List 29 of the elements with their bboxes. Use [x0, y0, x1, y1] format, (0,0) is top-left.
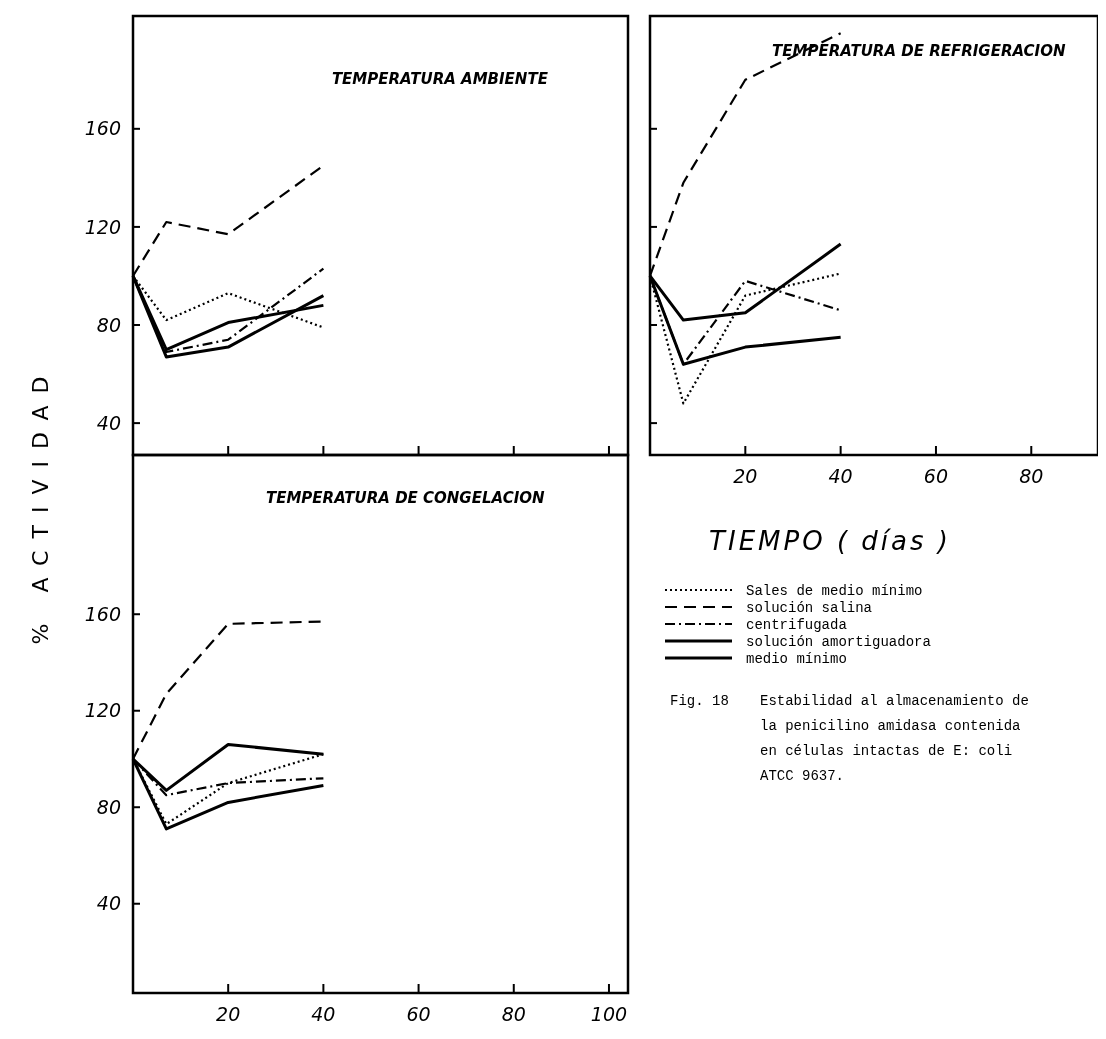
y-tick-label: 120 — [84, 215, 121, 238]
legend-label: solución salina — [746, 599, 873, 616]
y-axis-title: % ACTIVIDAD — [28, 364, 53, 645]
legend-label: solución amortiguadora — [746, 633, 931, 650]
x-tick-label: 80 — [501, 1003, 526, 1025]
x-axis-title: TIEMPO ( días ) — [709, 526, 951, 556]
legend-label: medio mínimo — [746, 650, 847, 667]
x-tick-label: 60 — [923, 465, 949, 487]
x-tick-label: 20 — [733, 465, 758, 487]
caption: Fig. 18 — [670, 693, 729, 709]
x-tick-label: 60 — [406, 1003, 431, 1025]
text: TEMPERATURA AMBIENTE — [331, 70, 549, 88]
text: TEMPERATURA DE CONGELACION — [265, 489, 545, 507]
text: Estabilidad al almacenamiento de la penicilino amidasa contenida en células intactas de E: coli ATCC 9637. — [760, 693, 1029, 784]
y-tick-label: 160 — [84, 602, 121, 625]
y-tick-label: 40 — [96, 892, 121, 915]
legend-label: Sales de medio mínimo — [746, 582, 923, 599]
x-tick-label: 20 — [216, 1003, 241, 1025]
y-tick-label: 120 — [84, 699, 121, 722]
text: TEMPERATURA DE REFRIGERACION — [772, 42, 1066, 60]
y-tick-label: 80 — [96, 313, 121, 336]
x-tick-label: 40 — [311, 1003, 336, 1025]
y-tick-label: 160 — [84, 117, 121, 140]
x-tick-label: 100 — [590, 1003, 628, 1025]
x-tick-label: 80 — [1019, 465, 1044, 487]
y-tick-label: 80 — [96, 795, 121, 818]
x-tick-label: 40 — [828, 465, 853, 487]
y-tick-label: 40 — [96, 411, 121, 434]
legend-label: centrifugada — [746, 616, 847, 633]
